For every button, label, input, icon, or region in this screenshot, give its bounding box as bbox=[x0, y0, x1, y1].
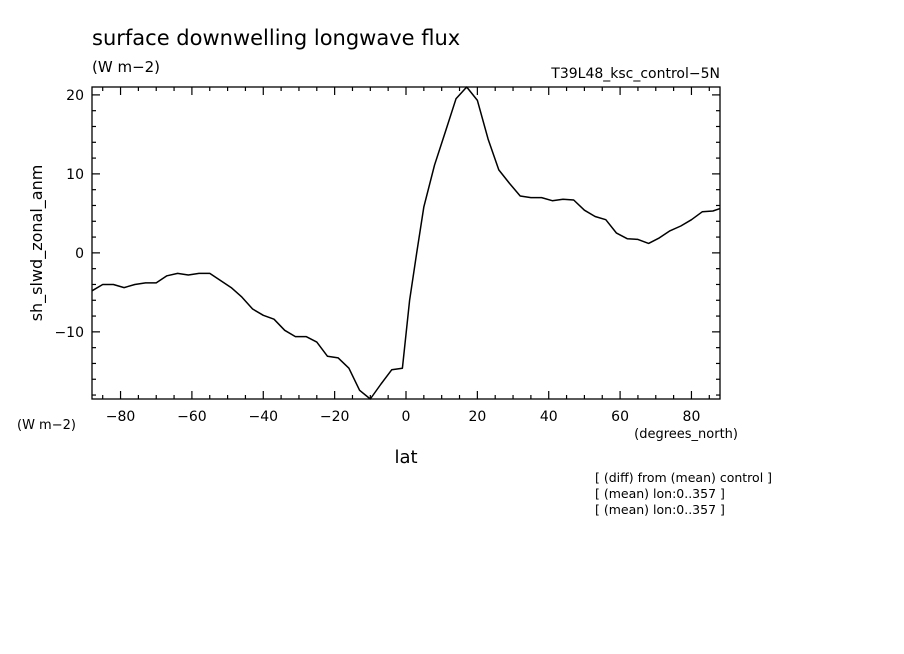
units-label: (W m−2) bbox=[92, 58, 160, 76]
x-units-label: (degrees_north) bbox=[634, 427, 738, 442]
x-tick-label: 80 bbox=[683, 409, 701, 425]
y-tick-label: 20 bbox=[66, 88, 84, 104]
note-line: [ (diff) from (mean) control ] bbox=[595, 470, 772, 485]
tick-labels: −80 −60 −40 −20 0 20 40 60 80 −10 0 10 20 bbox=[54, 88, 700, 425]
note-line: [ (mean) lon:0..357 ] bbox=[595, 502, 725, 517]
x-tick-label: −60 bbox=[177, 409, 207, 425]
y-tick-label: 10 bbox=[66, 167, 84, 183]
x-tick-label: −80 bbox=[106, 409, 136, 425]
chart-title: surface downwelling longwave flux bbox=[92, 26, 460, 50]
plot-frame bbox=[91, 86, 721, 400]
x-tick-label: 40 bbox=[540, 409, 558, 425]
x-tick-label: 20 bbox=[468, 409, 486, 425]
run-label: T39L48_ksc_control−5N bbox=[550, 66, 720, 82]
y-tick-label: 0 bbox=[75, 246, 84, 262]
y-tick-label: −10 bbox=[54, 325, 84, 341]
series-line bbox=[91, 86, 721, 400]
x-axis-label: lat bbox=[394, 447, 417, 468]
y-axis-label: sh_slwd_zonal_anm bbox=[27, 165, 47, 322]
x-tick-label: −40 bbox=[248, 409, 278, 425]
axis-ticks bbox=[92, 87, 720, 399]
x-tick-label: −20 bbox=[320, 409, 350, 425]
x-tick-label: 0 bbox=[402, 409, 411, 425]
corner-units-label: (W m−2) bbox=[17, 418, 76, 433]
x-tick-label: 60 bbox=[611, 409, 629, 425]
note-line: [ (mean) lon:0..357 ] bbox=[595, 486, 725, 501]
